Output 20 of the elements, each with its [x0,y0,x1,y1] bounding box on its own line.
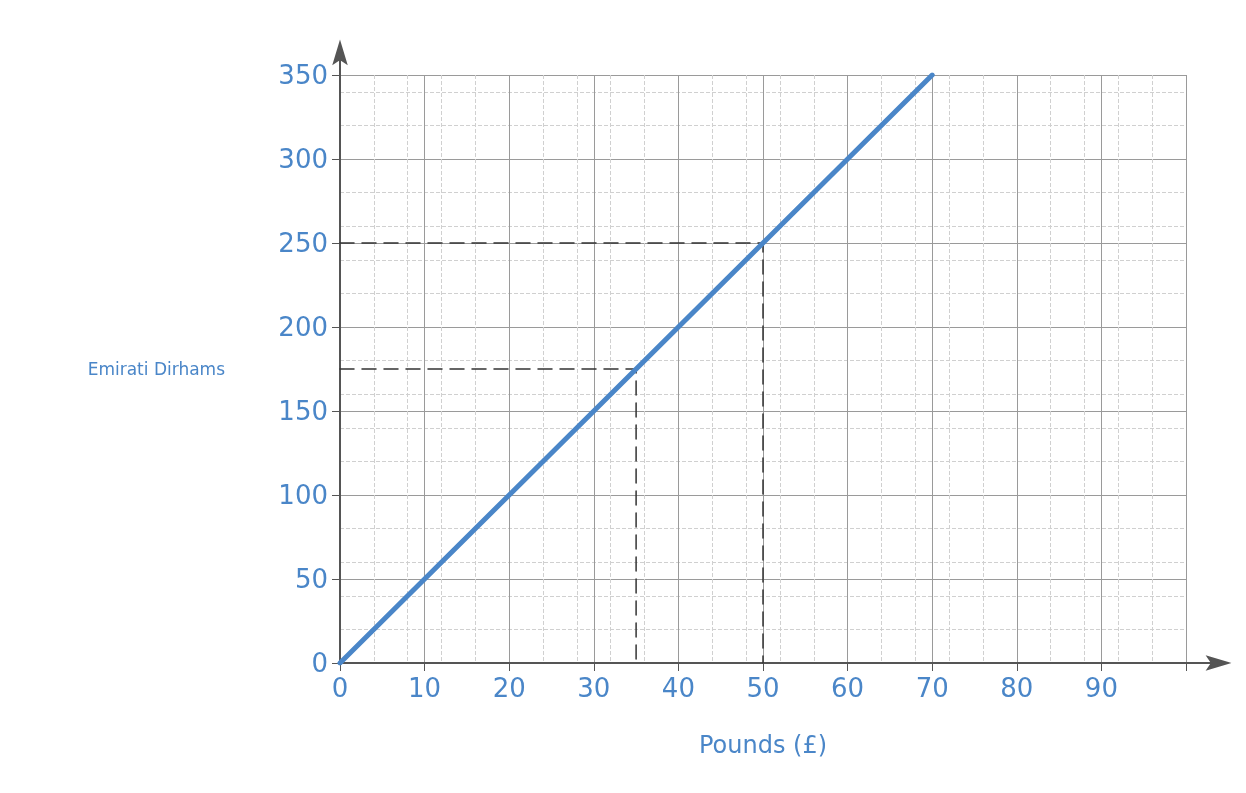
x-axis-title: Pounds (£) [698,731,828,759]
y-tick-label: 300 [278,144,328,174]
y-tick-label: 100 [278,480,328,510]
y-tick-label: 50 [294,564,328,594]
x-tick-label: 40 [661,673,695,703]
y-axis-title: Emirati Dirhams [87,359,226,379]
x-tick-label: 90 [1084,673,1118,703]
y-tick-label: 150 [278,396,328,426]
y-tick-label: 350 [278,60,328,90]
y-tick-label: 200 [278,312,328,342]
x-tick-label: 70 [915,673,949,703]
x-tick-label: 50 [746,673,780,703]
x-tick-label: 60 [831,673,865,703]
x-tick-label: 20 [492,673,526,703]
x-tick-label: 0 [331,673,349,703]
x-tick-label: 10 [408,673,442,703]
x-tick-label: 80 [1000,673,1034,703]
y-tick-label: 0 [311,648,328,678]
x-tick-label: 30 [577,673,611,703]
y-tick-label: 250 [278,228,328,258]
